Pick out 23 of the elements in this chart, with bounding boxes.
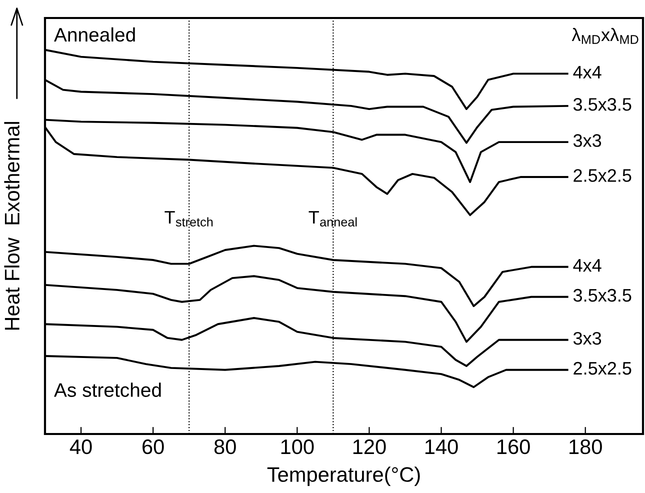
series-label: 3.5x3.5 (573, 288, 632, 302)
x-tick-label: 100 (281, 439, 314, 454)
series-label: 3x3 (573, 332, 602, 345)
x-tick-label: 160 (498, 439, 530, 454)
ref-line-label: T$_{anneal}$ (308, 211, 357, 227)
series-label: 3x3 (573, 134, 602, 147)
annotation: As stretched (54, 382, 161, 397)
series-label: 2.5x2.5 (574, 362, 632, 375)
x-tick-label: 180 (570, 439, 602, 454)
text: Annealed (54, 27, 135, 42)
y-axis-title: Heat Flow Exothermal (4, 122, 20, 330)
x-axis-title: Temperature(°C) (267, 466, 420, 486)
x-tick-label: 40 (70, 439, 92, 454)
text: λ$_{MD}$xλ$_{MD}$ (572, 28, 638, 44)
x-tick-label: 140 (425, 439, 458, 454)
x-tick-label: 60 (142, 439, 164, 454)
series-label: 3.5x3.5 (573, 98, 632, 111)
ref-line-label: T$_{stretch}$ (164, 211, 213, 227)
x-tick-label: 120 (353, 439, 386, 454)
series-label: 2.5x2.5 (574, 169, 632, 182)
series-label: 4x4 (573, 66, 602, 78)
series-label: 4x4 (573, 259, 602, 272)
x-tick-label: 80 (214, 439, 236, 454)
